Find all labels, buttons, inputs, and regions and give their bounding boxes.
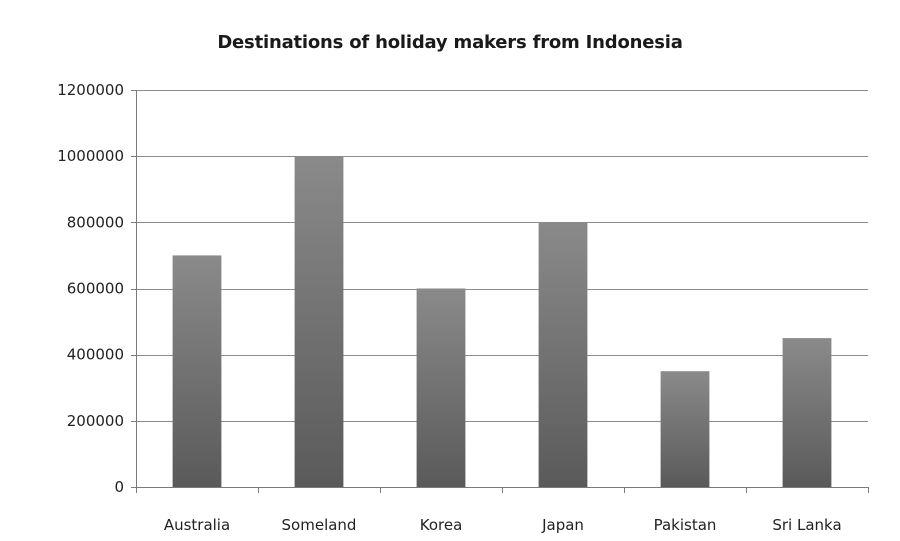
x-tick-label: Korea <box>420 516 463 534</box>
y-tick-label: 0 <box>114 478 124 496</box>
gridlines <box>136 90 868 422</box>
y-tick-label: 800000 <box>67 213 124 231</box>
y-tick-label: 200000 <box>67 412 124 430</box>
x-tick-labels: Australia Someland Korea Japan Pakistan Sri L… <box>164 516 842 534</box>
bar-sri-lanka <box>782 338 832 487</box>
bar-australia <box>172 255 222 487</box>
y-tick-labels: 0 200000 400000 600000 800000 1000000 1200000 <box>57 81 124 496</box>
bars <box>172 156 832 488</box>
y-tick-label: 1000000 <box>57 147 124 165</box>
bar-korea <box>416 288 466 487</box>
x-tick-label: Pakistan <box>654 516 717 534</box>
y-tick-label: 400000 <box>67 346 124 364</box>
x-tick-label: Sri Lanka <box>772 516 841 534</box>
x-tick-label: Someland <box>282 516 357 534</box>
bar-japan <box>538 222 588 488</box>
axes <box>131 90 869 493</box>
bar-someland <box>294 156 344 487</box>
y-tick-label: 600000 <box>67 280 124 298</box>
x-tick-label: Japan <box>541 516 584 534</box>
y-tick-label: 1200000 <box>57 81 124 99</box>
bar-pakistan <box>660 371 710 487</box>
chart-title: Destinations of holiday makers from Indo… <box>217 32 683 53</box>
x-tick-label: Australia <box>164 516 230 534</box>
